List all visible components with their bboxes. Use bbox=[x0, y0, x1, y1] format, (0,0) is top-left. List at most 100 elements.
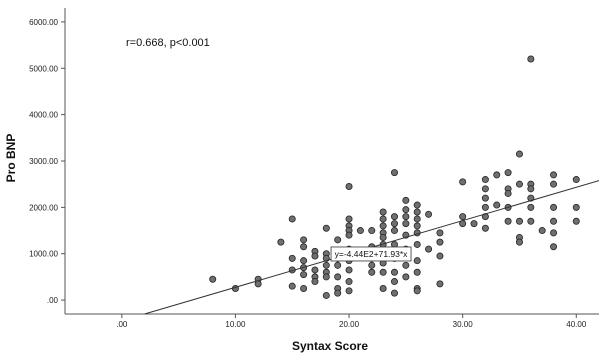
x-tick-label: 40.00 bbox=[566, 320, 587, 329]
data-point bbox=[550, 171, 558, 179]
data-point bbox=[515, 238, 523, 246]
data-point bbox=[334, 261, 342, 269]
data-point bbox=[311, 252, 319, 260]
data-point bbox=[322, 273, 330, 281]
x-axis-ticks: .00 10.00 20.00 30.00 40.00 bbox=[116, 314, 587, 329]
data-point bbox=[345, 278, 353, 286]
data-point bbox=[209, 275, 217, 283]
data-point bbox=[322, 261, 330, 269]
data-point bbox=[413, 287, 421, 295]
data-point bbox=[311, 278, 319, 286]
data-point bbox=[390, 220, 398, 228]
fit-equation-label: y=-4.44E2+71.93*x bbox=[335, 249, 409, 259]
data-point bbox=[572, 203, 580, 211]
data-point bbox=[436, 252, 444, 260]
data-point bbox=[413, 240, 421, 248]
data-point bbox=[425, 245, 433, 253]
y-tick-label: .00 bbox=[47, 296, 59, 305]
data-point bbox=[413, 268, 421, 276]
data-point bbox=[413, 222, 421, 230]
data-point bbox=[481, 185, 489, 193]
equation-box bbox=[330, 246, 412, 262]
data-point bbox=[572, 217, 580, 225]
data-point bbox=[459, 178, 467, 186]
data-point bbox=[504, 189, 512, 197]
data-points bbox=[209, 55, 580, 299]
data-point bbox=[402, 213, 410, 221]
data-point bbox=[356, 227, 364, 235]
data-point bbox=[322, 291, 330, 299]
y-tick-label: 5000.00 bbox=[29, 64, 58, 73]
data-point bbox=[300, 236, 308, 244]
data-point bbox=[311, 266, 319, 274]
x-axis-title: Syntax Score bbox=[292, 339, 368, 353]
data-point bbox=[288, 215, 296, 223]
data-point bbox=[527, 55, 535, 63]
data-point bbox=[277, 238, 285, 246]
x-tick-label: 20.00 bbox=[339, 320, 360, 329]
data-point bbox=[300, 257, 308, 265]
data-point bbox=[345, 231, 353, 239]
data-point bbox=[413, 208, 421, 216]
data-point bbox=[425, 210, 433, 218]
data-point bbox=[413, 257, 421, 265]
data-point bbox=[379, 233, 387, 241]
data-point bbox=[345, 266, 353, 274]
data-point bbox=[300, 243, 308, 251]
data-point bbox=[459, 213, 467, 221]
data-point bbox=[515, 217, 523, 225]
data-point bbox=[390, 227, 398, 235]
data-point bbox=[436, 280, 444, 288]
data-point bbox=[402, 273, 410, 281]
data-point bbox=[334, 273, 342, 281]
data-point bbox=[538, 227, 546, 235]
data-point bbox=[379, 284, 387, 292]
data-point bbox=[550, 217, 558, 225]
data-point bbox=[470, 220, 478, 228]
data-point bbox=[550, 243, 558, 251]
data-point bbox=[390, 169, 398, 177]
y-axis-ticks: .00 1000.00 2000.00 3000.00 4000.00 5000.00 60… bbox=[29, 18, 65, 305]
data-point bbox=[481, 203, 489, 211]
data-point bbox=[550, 229, 558, 237]
data-point bbox=[345, 287, 353, 295]
data-point bbox=[390, 289, 398, 297]
y-axis-title: Pro BNP bbox=[4, 134, 18, 183]
data-point bbox=[493, 201, 501, 209]
x-tick-label: .00 bbox=[116, 320, 128, 329]
y-tick-label: 2000.00 bbox=[29, 203, 58, 212]
data-point bbox=[368, 261, 376, 269]
data-point bbox=[527, 217, 535, 225]
data-point bbox=[402, 206, 410, 214]
data-point bbox=[322, 224, 330, 232]
data-point bbox=[334, 236, 342, 244]
data-point bbox=[402, 220, 410, 228]
y-tick-label: 1000.00 bbox=[29, 250, 58, 259]
data-point bbox=[390, 213, 398, 221]
data-point bbox=[379, 268, 387, 276]
data-point bbox=[368, 268, 376, 276]
data-point bbox=[379, 215, 387, 223]
data-point bbox=[334, 289, 342, 297]
data-point bbox=[288, 282, 296, 290]
data-point bbox=[550, 180, 558, 188]
data-point bbox=[345, 182, 353, 190]
data-point bbox=[481, 176, 489, 184]
y-tick-label: 3000.00 bbox=[29, 157, 58, 166]
data-point bbox=[481, 224, 489, 232]
data-point bbox=[572, 176, 580, 184]
data-point bbox=[413, 215, 421, 223]
data-point bbox=[481, 194, 489, 202]
data-point bbox=[390, 278, 398, 286]
data-point bbox=[402, 261, 410, 269]
data-point bbox=[379, 222, 387, 230]
data-point bbox=[515, 180, 523, 188]
data-point bbox=[413, 201, 421, 209]
y-tick-label: 6000.00 bbox=[29, 18, 58, 27]
data-point bbox=[368, 227, 376, 235]
x-tick-label: 30.00 bbox=[453, 320, 474, 329]
data-point bbox=[504, 169, 512, 177]
data-point bbox=[527, 185, 535, 193]
data-point bbox=[527, 194, 535, 202]
